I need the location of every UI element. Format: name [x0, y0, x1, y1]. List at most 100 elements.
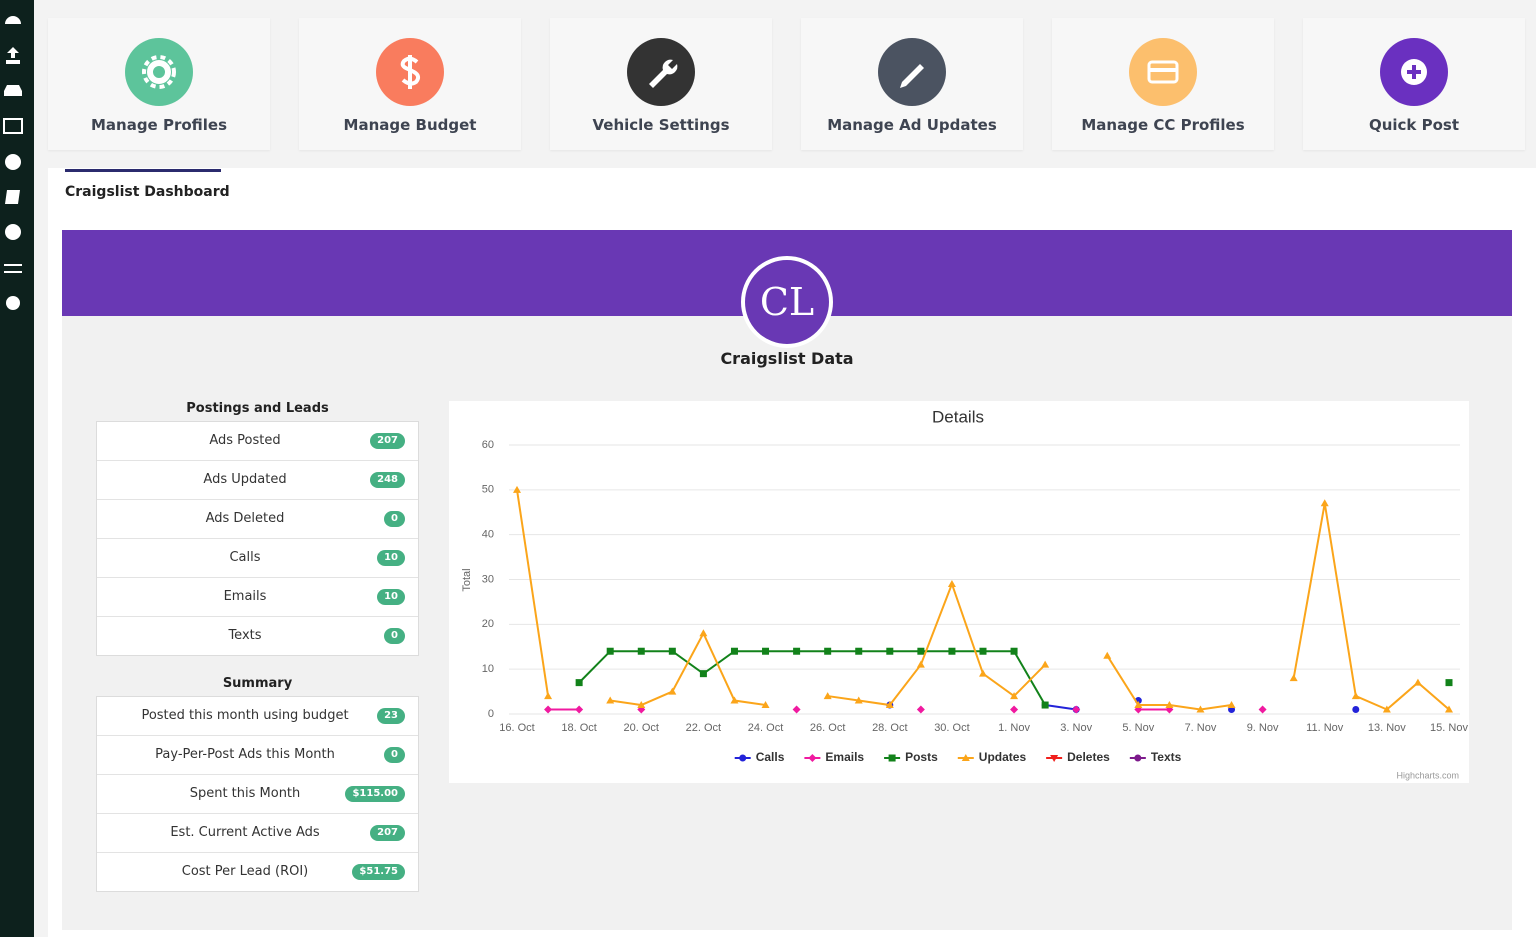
- point: [1050, 755, 1059, 762]
- card-icon: [878, 38, 946, 106]
- point: [606, 647, 614, 655]
- point: [1258, 705, 1267, 714]
- table-row: Ads Posted 207: [97, 422, 418, 461]
- legend-item[interactable]: Calls: [734, 750, 785, 764]
- series: [544, 705, 1267, 714]
- point: [885, 701, 894, 709]
- point: [947, 579, 956, 587]
- nav-card[interactable]: Quick Post: [1303, 18, 1525, 150]
- chart: Details Total 0 10 20 30 40 50 60 16. Oct 18. Oct 2…: [461, 407, 1469, 780]
- point: [824, 647, 832, 655]
- x-tick-label: 18. Oct: [561, 722, 596, 734]
- section-title: Craigslist Data: [720, 349, 854, 368]
- series: [575, 647, 1453, 709]
- row-label: Spent this Month: [189, 786, 301, 801]
- point: [513, 485, 521, 493]
- legend-item[interactable]: Posts: [884, 750, 938, 764]
- tab[interactable]: Craigslist Dashboard: [65, 184, 230, 200]
- point: [637, 701, 646, 709]
- point: [1352, 706, 1360, 714]
- card-label: Manage Profiles: [90, 116, 228, 134]
- icon-dashboard[interactable]: [5, 16, 21, 24]
- point: [575, 679, 583, 687]
- row-label: Est. Current Active Ads: [170, 825, 320, 840]
- card-label: Manage Ad Updates: [827, 116, 997, 134]
- point: [606, 696, 615, 704]
- y-tick-label: 20: [482, 618, 494, 630]
- table-row: Emails 10: [97, 578, 418, 617]
- series-line: [827, 581, 1046, 707]
- point: [730, 647, 738, 655]
- point: [637, 647, 645, 655]
- point: [730, 696, 739, 704]
- x-tick-label: 3. Nov: [1060, 722, 1092, 734]
- point: [792, 705, 801, 714]
- x-tick-label: 30. Oct: [934, 722, 969, 734]
- table: Posted this month using budget 23 Pay-Per-…: [96, 696, 419, 892]
- series-line: [1292, 503, 1450, 711]
- badge: 0: [384, 628, 405, 644]
- point: [1289, 674, 1298, 682]
- y-tick-label: 50: [482, 484, 494, 496]
- badge: 207: [370, 433, 405, 449]
- icon-car[interactable]: [4, 85, 22, 96]
- point: [916, 705, 925, 714]
- sidebar: [0, 0, 34, 937]
- icon-settings[interactable]: [6, 296, 20, 310]
- badge: 0: [384, 511, 405, 527]
- legend-item[interactable]: Deletes: [1046, 750, 1110, 764]
- card-icon: [1380, 38, 1448, 106]
- x-tick-label: 9. Nov: [1247, 722, 1279, 734]
- x-tick-label: 26. Oct: [810, 722, 845, 734]
- series-line: [610, 631, 766, 707]
- point: [979, 669, 987, 677]
- icon-book[interactable]: [5, 190, 20, 204]
- table-title: Postings and Leads: [186, 401, 329, 416]
- series: [513, 485, 1453, 713]
- card-label: Manage CC Profiles: [1081, 116, 1245, 134]
- nav-card[interactable]: Manage Budget: [299, 18, 521, 150]
- y-tick-label: 0: [488, 708, 494, 720]
- x-tick-label: 22. Oct: [686, 722, 721, 734]
- icon-transfer[interactable]: [4, 264, 22, 273]
- x-tick-label: 1. Nov: [998, 722, 1030, 734]
- badge: 23: [377, 708, 405, 724]
- row-label: Ads Deleted: [205, 511, 285, 526]
- badge: 0: [384, 747, 405, 763]
- point: [854, 696, 863, 704]
- nav-card[interactable]: Manage Ad Updates: [801, 18, 1023, 150]
- legend-label: Calls: [756, 750, 785, 764]
- series-line: [1044, 704, 1077, 711]
- nav-card[interactable]: Manage Profiles: [48, 18, 270, 150]
- badge: $115.00: [345, 786, 405, 802]
- table-row: Texts 0: [97, 617, 418, 655]
- legend-item[interactable]: Emails: [804, 750, 864, 764]
- row-label: Emails: [223, 589, 267, 604]
- point: [793, 647, 801, 655]
- point: [544, 705, 553, 714]
- nav-card[interactable]: Manage CC Profiles: [1052, 18, 1274, 150]
- point: [1072, 705, 1081, 714]
- table-row: Cost Per Lead (ROI) $51.75: [97, 853, 418, 891]
- row-label: Pay-Per-Post Ads this Month: [155, 747, 335, 762]
- point: [762, 647, 770, 655]
- y-axis-label: Total: [461, 568, 473, 591]
- nav-card[interactable]: Vehicle Settings: [550, 18, 772, 150]
- series-line: [578, 650, 1046, 706]
- icon-image[interactable]: [3, 118, 23, 134]
- point: [575, 705, 584, 714]
- point: [544, 692, 553, 700]
- icon-globe[interactable]: [5, 154, 21, 170]
- icon-help[interactable]: [5, 224, 21, 240]
- badge: $51.75: [352, 864, 405, 880]
- card-label: Quick Post: [1368, 116, 1460, 134]
- card-icon: [376, 38, 444, 106]
- legend-item[interactable]: Texts: [1129, 750, 1182, 764]
- x-tick-label: 13. Nov: [1368, 722, 1406, 734]
- table-row: Posted this month using budget 23: [97, 697, 418, 736]
- point: [699, 670, 707, 678]
- icon-upload[interactable]: [6, 47, 20, 64]
- legend-item[interactable]: Updates: [957, 750, 1027, 764]
- point: [699, 629, 708, 637]
